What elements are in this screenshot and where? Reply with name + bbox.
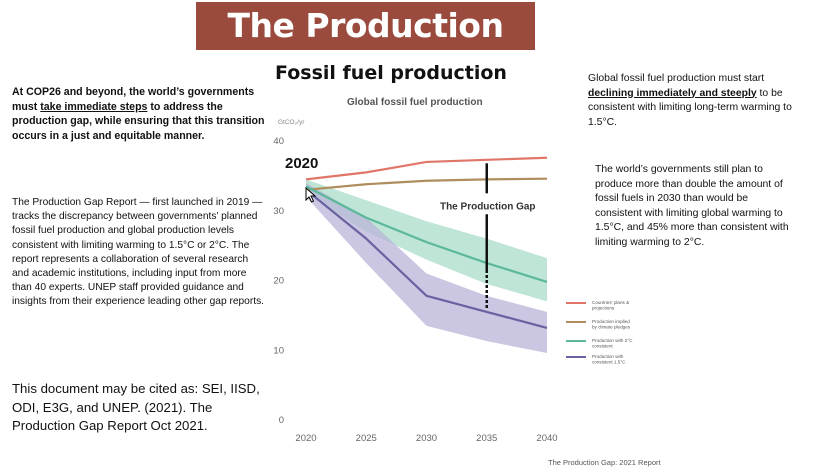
gap-label: The Production Gap	[440, 202, 536, 213]
x-tick-2025: 2025	[356, 433, 377, 444]
series-line-1	[305, 177, 548, 191]
citation-text: This document may be cited as: SEI, IISD…	[12, 381, 260, 433]
series-line-0	[305, 156, 548, 181]
right-top-paragraph: Global fossil fuel production must start…	[588, 72, 806, 130]
production-gap-annotation: The Production Gap	[440, 163, 536, 310]
chart-title: Global fossil fuel production	[347, 97, 483, 108]
y-tick-10: 10	[273, 345, 284, 356]
y-tick-40: 40	[273, 136, 284, 147]
x-tick-2035: 2035	[476, 433, 497, 444]
left-top-emphasis: take immediate steps	[40, 100, 148, 113]
chart-legend: Countries' plans & projections Production …	[566, 300, 633, 365]
y-ticks: 0 10 20 30 40	[273, 136, 284, 426]
left-top-text-1: At COP26 and beyond, the world’s governm…	[12, 86, 255, 113]
y-tick-20: 20	[273, 276, 284, 287]
cursor-icon	[305, 186, 317, 203]
y-tick-30: 30	[273, 206, 284, 217]
y-tick-0: 0	[279, 415, 284, 426]
y-axis-label: GtCO₂/yr	[278, 119, 305, 126]
left-top-text-2: to address the production gap, while ens…	[12, 100, 265, 142]
banner-title: The Production Gap	[196, 2, 535, 93]
footer-source: The Production Gap: 2021 Report	[548, 458, 661, 467]
right-top-text-1: Global fossil fuel production must start	[588, 73, 765, 84]
series-line-3	[305, 188, 548, 329]
series-lines	[305, 156, 548, 329]
x-ticks: 2020 2025 2030 2035 2040	[295, 433, 557, 444]
slide-subtitle: Fossil fuel production	[275, 62, 507, 84]
band-series-3	[306, 182, 547, 354]
report-description: The Production Gap Report — first launch…	[12, 197, 264, 308]
legend-label-2: Production with 2°C consistent	[592, 338, 633, 349]
legend-label-1: Production implied by climate pledges	[592, 319, 631, 330]
x-tick-2040: 2040	[536, 433, 557, 444]
right-mid-paragraph: The world’s governments still plan to pr…	[595, 164, 789, 248]
series-line-2	[305, 185, 548, 283]
right-top-emphasis: declining immediately and steeply	[588, 87, 757, 99]
right-top-text-2: to be consistent with limiting long-term…	[588, 87, 792, 128]
x-tick-2030: 2030	[416, 433, 437, 444]
legend-label-0: Countries' plans & projections	[592, 300, 629, 311]
x-tick-2020: 2020	[295, 433, 316, 444]
highlight-year-label: 2020	[285, 155, 318, 172]
left-top-paragraph: At COP26 and beyond, the world’s governm…	[12, 85, 270, 143]
legend-label-3: Production with consistent 1.5°C	[592, 354, 626, 365]
